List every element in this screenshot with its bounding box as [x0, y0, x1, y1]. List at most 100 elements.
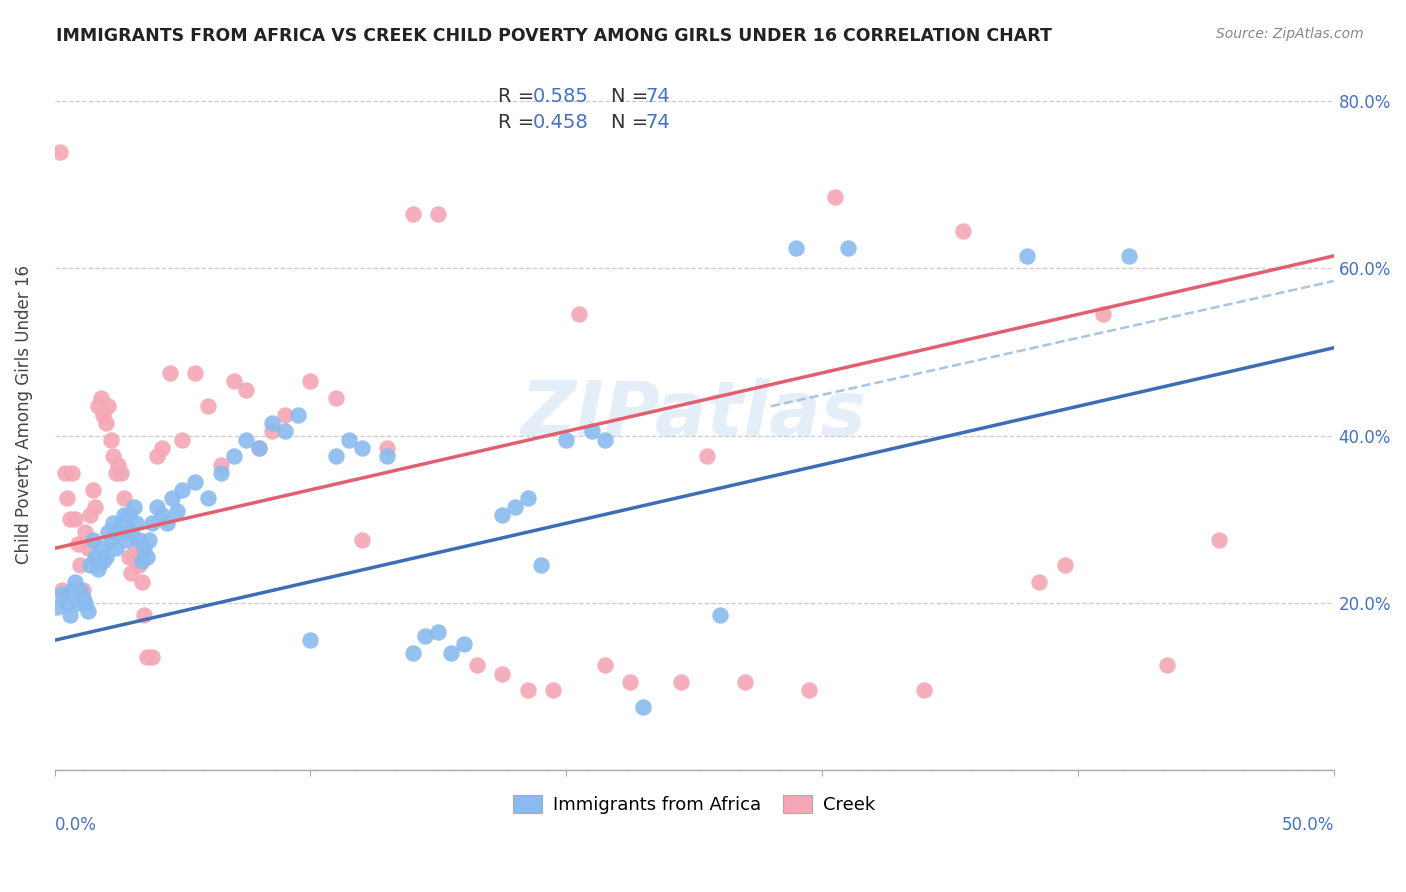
Point: [593, 658, 616, 673]
Point: [197, 491, 219, 506]
Point: [66, 537, 89, 551]
Point: [112, 508, 135, 522]
Point: [118, 508, 141, 522]
Point: [115, 533, 138, 547]
Point: [952, 224, 974, 238]
Point: [299, 633, 322, 648]
Point: [53, 466, 76, 480]
Point: [593, 433, 616, 447]
Point: [94, 549, 117, 564]
Point: [159, 366, 181, 380]
Point: [150, 441, 173, 455]
Point: [62, 466, 84, 480]
Point: [516, 491, 538, 506]
Point: [97, 400, 120, 414]
Point: [1028, 574, 1050, 589]
Text: ZIPatlas: ZIPatlas: [522, 377, 868, 451]
Point: [82, 533, 104, 547]
Point: [837, 241, 859, 255]
Point: [84, 549, 107, 564]
Point: [146, 500, 169, 514]
Point: [72, 583, 94, 598]
Point: [912, 683, 935, 698]
Point: [209, 466, 232, 480]
Point: [63, 574, 86, 589]
Point: [46, 599, 69, 614]
Point: [100, 533, 122, 547]
Point: [146, 450, 169, 464]
Point: [785, 241, 807, 255]
Point: [90, 541, 112, 556]
Point: [76, 541, 98, 556]
Text: 0.458: 0.458: [533, 113, 589, 133]
Point: [184, 366, 207, 380]
Point: [709, 608, 731, 623]
Point: [62, 583, 84, 598]
Point: [287, 408, 309, 422]
Point: [222, 450, 245, 464]
Point: [132, 608, 155, 623]
Point: [453, 637, 475, 651]
Point: [172, 483, 194, 497]
Point: [131, 574, 153, 589]
Text: 0.585: 0.585: [533, 87, 589, 106]
Point: [160, 491, 183, 506]
Point: [59, 512, 82, 526]
Point: [156, 516, 179, 531]
Point: [87, 562, 110, 576]
Text: 74: 74: [645, 87, 671, 106]
Point: [1118, 249, 1140, 263]
Point: [491, 508, 513, 522]
Point: [235, 383, 257, 397]
Text: 0.0%: 0.0%: [55, 816, 97, 834]
Point: [184, 475, 207, 489]
Point: [118, 549, 141, 564]
Point: [402, 646, 425, 660]
Point: [222, 374, 245, 388]
Point: [1015, 249, 1038, 263]
Point: [141, 650, 163, 665]
Point: [125, 516, 148, 531]
Point: [56, 491, 79, 506]
Point: [120, 524, 142, 539]
Text: N =: N =: [612, 87, 654, 106]
Point: [402, 207, 425, 221]
Point: [51, 583, 73, 598]
Point: [166, 504, 188, 518]
Point: [516, 683, 538, 698]
Point: [1208, 533, 1230, 547]
Point: [110, 516, 132, 531]
Point: [440, 646, 463, 660]
Point: [465, 658, 488, 673]
Point: [135, 650, 157, 665]
Text: 74: 74: [645, 113, 671, 133]
Point: [260, 425, 283, 439]
Point: [415, 629, 437, 643]
Point: [125, 541, 148, 556]
Point: [107, 458, 129, 472]
Text: R =: R =: [498, 87, 541, 106]
Point: [51, 587, 73, 601]
Point: [375, 450, 398, 464]
Point: [75, 596, 97, 610]
Point: [91, 408, 114, 422]
Point: [427, 207, 450, 221]
Point: [325, 450, 347, 464]
Point: [100, 433, 122, 447]
Point: [103, 450, 125, 464]
Point: [350, 533, 373, 547]
Point: [197, 400, 219, 414]
Point: [48, 145, 70, 159]
Point: [72, 591, 94, 606]
Text: R =: R =: [498, 113, 541, 133]
Point: [671, 675, 693, 690]
Point: [128, 533, 150, 547]
Point: [115, 524, 138, 539]
Point: [138, 533, 160, 547]
Point: [568, 307, 591, 321]
Point: [91, 554, 114, 568]
Point: [87, 400, 110, 414]
Point: [350, 441, 373, 455]
Legend: Immigrants from Africa, Creek: Immigrants from Africa, Creek: [506, 788, 882, 822]
Point: [274, 425, 297, 439]
